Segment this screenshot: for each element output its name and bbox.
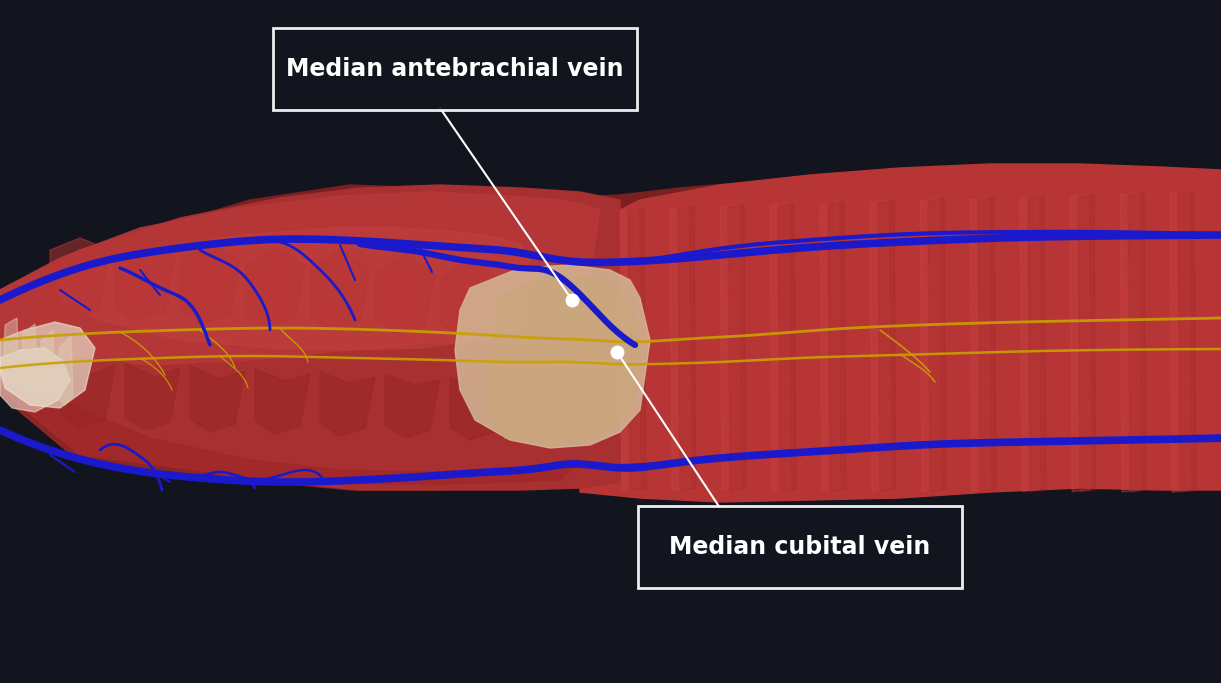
Polygon shape	[828, 202, 846, 491]
Polygon shape	[928, 199, 946, 491]
Polygon shape	[179, 244, 241, 324]
Polygon shape	[678, 206, 696, 490]
Polygon shape	[1178, 191, 1197, 492]
Polygon shape	[375, 253, 435, 333]
Polygon shape	[1020, 196, 1040, 492]
Polygon shape	[440, 256, 501, 336]
Polygon shape	[720, 205, 740, 490]
FancyBboxPatch shape	[639, 506, 962, 588]
Polygon shape	[919, 199, 940, 491]
Polygon shape	[2, 318, 20, 390]
Polygon shape	[580, 164, 1221, 502]
Polygon shape	[0, 192, 600, 365]
Polygon shape	[821, 202, 840, 491]
Polygon shape	[878, 201, 896, 491]
Polygon shape	[969, 197, 990, 491]
Polygon shape	[778, 204, 796, 490]
Polygon shape	[451, 378, 505, 440]
Polygon shape	[1078, 195, 1096, 492]
Polygon shape	[1028, 196, 1046, 492]
Polygon shape	[385, 375, 440, 438]
Polygon shape	[57, 336, 73, 405]
Polygon shape	[0, 168, 1221, 500]
Polygon shape	[0, 348, 70, 412]
Polygon shape	[620, 208, 640, 490]
Polygon shape	[125, 363, 179, 430]
Polygon shape	[310, 250, 370, 330]
Polygon shape	[0, 185, 620, 490]
Polygon shape	[871, 201, 890, 491]
Polygon shape	[1128, 193, 1147, 492]
Polygon shape	[255, 369, 310, 434]
Polygon shape	[245, 247, 305, 327]
Polygon shape	[190, 366, 245, 432]
Polygon shape	[21, 324, 37, 395]
Text: Median antebrachial vein: Median antebrachial vein	[286, 57, 624, 81]
Text: Median cubital vein: Median cubital vein	[669, 535, 930, 559]
Polygon shape	[455, 265, 650, 448]
Polygon shape	[0, 322, 95, 408]
Polygon shape	[1070, 195, 1090, 492]
Polygon shape	[115, 241, 175, 321]
Polygon shape	[770, 204, 790, 490]
Polygon shape	[670, 206, 690, 490]
Polygon shape	[60, 360, 115, 428]
Polygon shape	[628, 208, 646, 490]
Polygon shape	[50, 238, 110, 318]
Polygon shape	[1120, 193, 1140, 492]
Polygon shape	[488, 275, 640, 445]
Polygon shape	[60, 228, 530, 350]
Polygon shape	[320, 372, 375, 436]
Polygon shape	[978, 197, 996, 491]
FancyBboxPatch shape	[274, 28, 637, 110]
Polygon shape	[0, 380, 580, 484]
Polygon shape	[1170, 191, 1190, 492]
Polygon shape	[39, 330, 55, 400]
Polygon shape	[728, 205, 746, 490]
